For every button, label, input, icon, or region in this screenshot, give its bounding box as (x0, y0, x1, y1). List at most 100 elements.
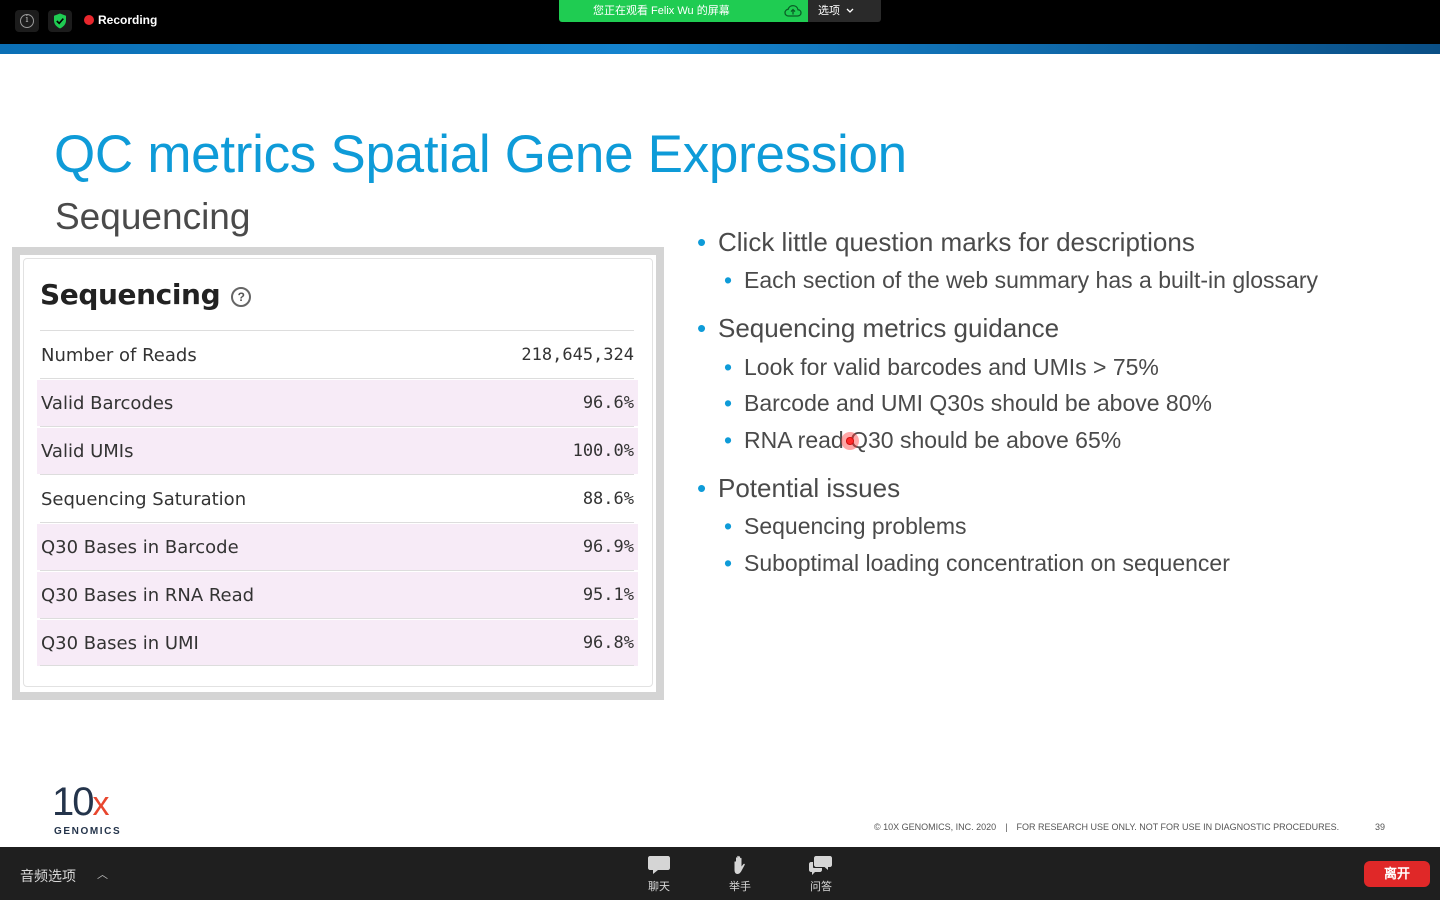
bullet-text: Each section of the web summary has a bu… (744, 267, 1318, 293)
bullet-text: Suboptimal loading concentration on sequ… (744, 550, 1230, 576)
meeting-info-button[interactable]: i (15, 10, 39, 32)
metric-label: Q30 Bases in UMI (41, 632, 199, 654)
bullet-dot-icon: • (724, 267, 733, 293)
10x-genomics-logo: 10x GENOMICS (52, 782, 121, 837)
chevron-down-icon (846, 8, 854, 13)
bullet-dot-icon: • (724, 427, 733, 453)
bullet-dot-icon: • (724, 354, 733, 380)
qa-label: 问答 (810, 881, 832, 893)
bullet-item: • Potential issues (697, 473, 900, 504)
metric-row-sequencing-saturation: Sequencing Saturation 88.6% (37, 476, 638, 522)
audio-options-button[interactable]: 音频选项 (20, 868, 76, 884)
metric-value: 96.6% (582, 393, 634, 413)
chat-button[interactable]: 聊天 (634, 854, 684, 894)
row-divider (40, 474, 634, 475)
bullet-text: Click little question marks for descript… (718, 227, 1195, 257)
meeting-top-bar: i Recording 您正在观看 Felix Wu 的屏幕 选项 (0, 0, 1440, 44)
options-label: 选项 (818, 5, 840, 17)
qa-bubbles-icon (809, 856, 832, 875)
recording-dot-icon (84, 15, 94, 25)
metric-value: 95.1% (582, 585, 634, 605)
sub-bullet-item: • Barcode and UMI Q30s should be above 80… (724, 390, 1212, 417)
metric-value: 88.6% (582, 489, 634, 509)
bullet-item: • Click little question marks for descrip… (697, 227, 1195, 258)
chat-bubble-icon (648, 856, 670, 874)
sub-bullet-item: • RNA read Q30 should be above 65% (724, 427, 1121, 454)
slide-page-number: 39 (1375, 822, 1386, 832)
footer-disclaimer: FOR RESEARCH USE ONLY. NOT FOR USE IN DI… (1016, 822, 1340, 832)
metric-label: Valid Barcodes (41, 392, 174, 414)
metric-value: 96.8% (582, 633, 634, 653)
laser-pointer-icon (841, 432, 859, 450)
bullet-dot-icon: • (724, 390, 733, 416)
sub-bullet-item: • Suboptimal loading concentration on seq… (724, 550, 1230, 577)
sub-bullet-item: • Look for valid barcodes and UMIs > 75% (724, 354, 1159, 381)
bullet-text: Sequencing problems (744, 513, 967, 539)
row-divider (40, 618, 634, 619)
metric-value: 96.9% (582, 537, 634, 557)
slide-subtitle: Sequencing (55, 196, 251, 237)
leave-meeting-button[interactable]: 离开 (1364, 861, 1430, 887)
logo-mark: 10x (52, 782, 121, 824)
shield-check-icon (54, 13, 66, 29)
logo-wordmark: GENOMICS (54, 826, 122, 837)
metric-row-number-of-reads: Number of Reads 218,645,324 (37, 332, 638, 378)
accent-strip (0, 44, 1440, 54)
metric-row-q30-barcode: Q30 Bases in Barcode 96.9% (37, 524, 638, 570)
view-options-button[interactable]: 选项 (808, 0, 881, 22)
metric-label: Sequencing Saturation (41, 488, 247, 510)
bullet-text: Look for valid barcodes and UMIs > 75% (744, 354, 1159, 380)
row-divider (40, 570, 634, 571)
bullet-text: Barcode and UMI Q30s should be above 80% (744, 390, 1212, 416)
row-divider (40, 522, 634, 523)
metric-label: Q30 Bases in Barcode (41, 536, 239, 558)
bullet-text: Sequencing metrics guidance (718, 313, 1060, 343)
row-divider (40, 426, 634, 427)
bullet-dot-icon: • (697, 313, 707, 343)
bullet-text: RNA read Q30 should be above 65% (744, 427, 1122, 453)
panel-heading-text: Sequencing (40, 278, 221, 311)
logo-x: x (92, 785, 110, 823)
metric-label: Q30 Bases in RNA Read (41, 584, 255, 606)
metric-row-q30-umi: Q30 Bases in UMI 96.8% (37, 620, 638, 666)
footer-copyright: © 10X GENOMICS, INC. 2020 (874, 822, 997, 832)
metric-row-q30-rna-read: Q30 Bases in RNA Read 95.1% (37, 572, 638, 618)
metric-label: Valid UMIs (41, 440, 134, 462)
raise-hand-button[interactable]: 举手 (715, 854, 765, 894)
footer-separator: | (1005, 822, 1008, 832)
bullet-dot-icon: • (697, 227, 707, 257)
panel-heading: Sequencing ? (40, 278, 252, 311)
metric-row-valid-umis: Valid UMIs 100.0% (37, 428, 638, 474)
cloud-upload-icon (784, 4, 802, 17)
chat-label: 聊天 (648, 881, 670, 893)
qa-button[interactable]: 问答 (796, 854, 846, 894)
bullet-item: • Sequencing metrics guidance (697, 313, 1059, 344)
slide-footer: © 10X GENOMICS, INC. 2020 | FOR RESEARCH U… (874, 822, 1339, 832)
metric-value: 100.0% (572, 441, 634, 461)
metric-label: Number of Reads (41, 344, 197, 366)
sub-bullet-item: • Each section of the web summary has a b… (724, 267, 1318, 294)
meeting-bottom-toolbar: 音频选项 ︿ 聊天 举手 问答 离开 (0, 847, 1440, 900)
raise-hand-icon (734, 855, 745, 874)
logo-number: 10 (52, 780, 94, 824)
row-divider (40, 330, 634, 331)
bullet-dot-icon: • (724, 513, 733, 539)
raise-hand-label: 举手 (729, 881, 751, 893)
info-icon: i (20, 14, 34, 28)
slide-title: QC metrics Spatial Gene Expression (54, 125, 907, 184)
chevron-up-icon[interactable]: ︿ (97, 869, 108, 881)
recording-indicator[interactable]: Recording (84, 13, 157, 27)
shared-slide: QC metrics Spatial Gene Expression Seque… (0, 54, 1440, 847)
screen-share-banner: 您正在观看 Felix Wu 的屏幕 (559, 0, 808, 22)
encryption-shield-button[interactable] (48, 10, 72, 32)
metric-value: 218,645,324 (521, 345, 634, 365)
bullet-dot-icon: • (697, 473, 707, 503)
row-divider (40, 665, 634, 666)
share-banner-text: 您正在观看 Felix Wu 的屏幕 (593, 5, 730, 17)
recording-label: Recording (98, 13, 158, 27)
metric-row-valid-barcodes: Valid Barcodes 96.6% (37, 380, 638, 426)
bullet-text: Potential issues (718, 473, 901, 503)
help-question-icon[interactable]: ? (231, 287, 252, 307)
sub-bullet-item: • Sequencing problems (724, 513, 966, 540)
row-divider (40, 378, 634, 379)
